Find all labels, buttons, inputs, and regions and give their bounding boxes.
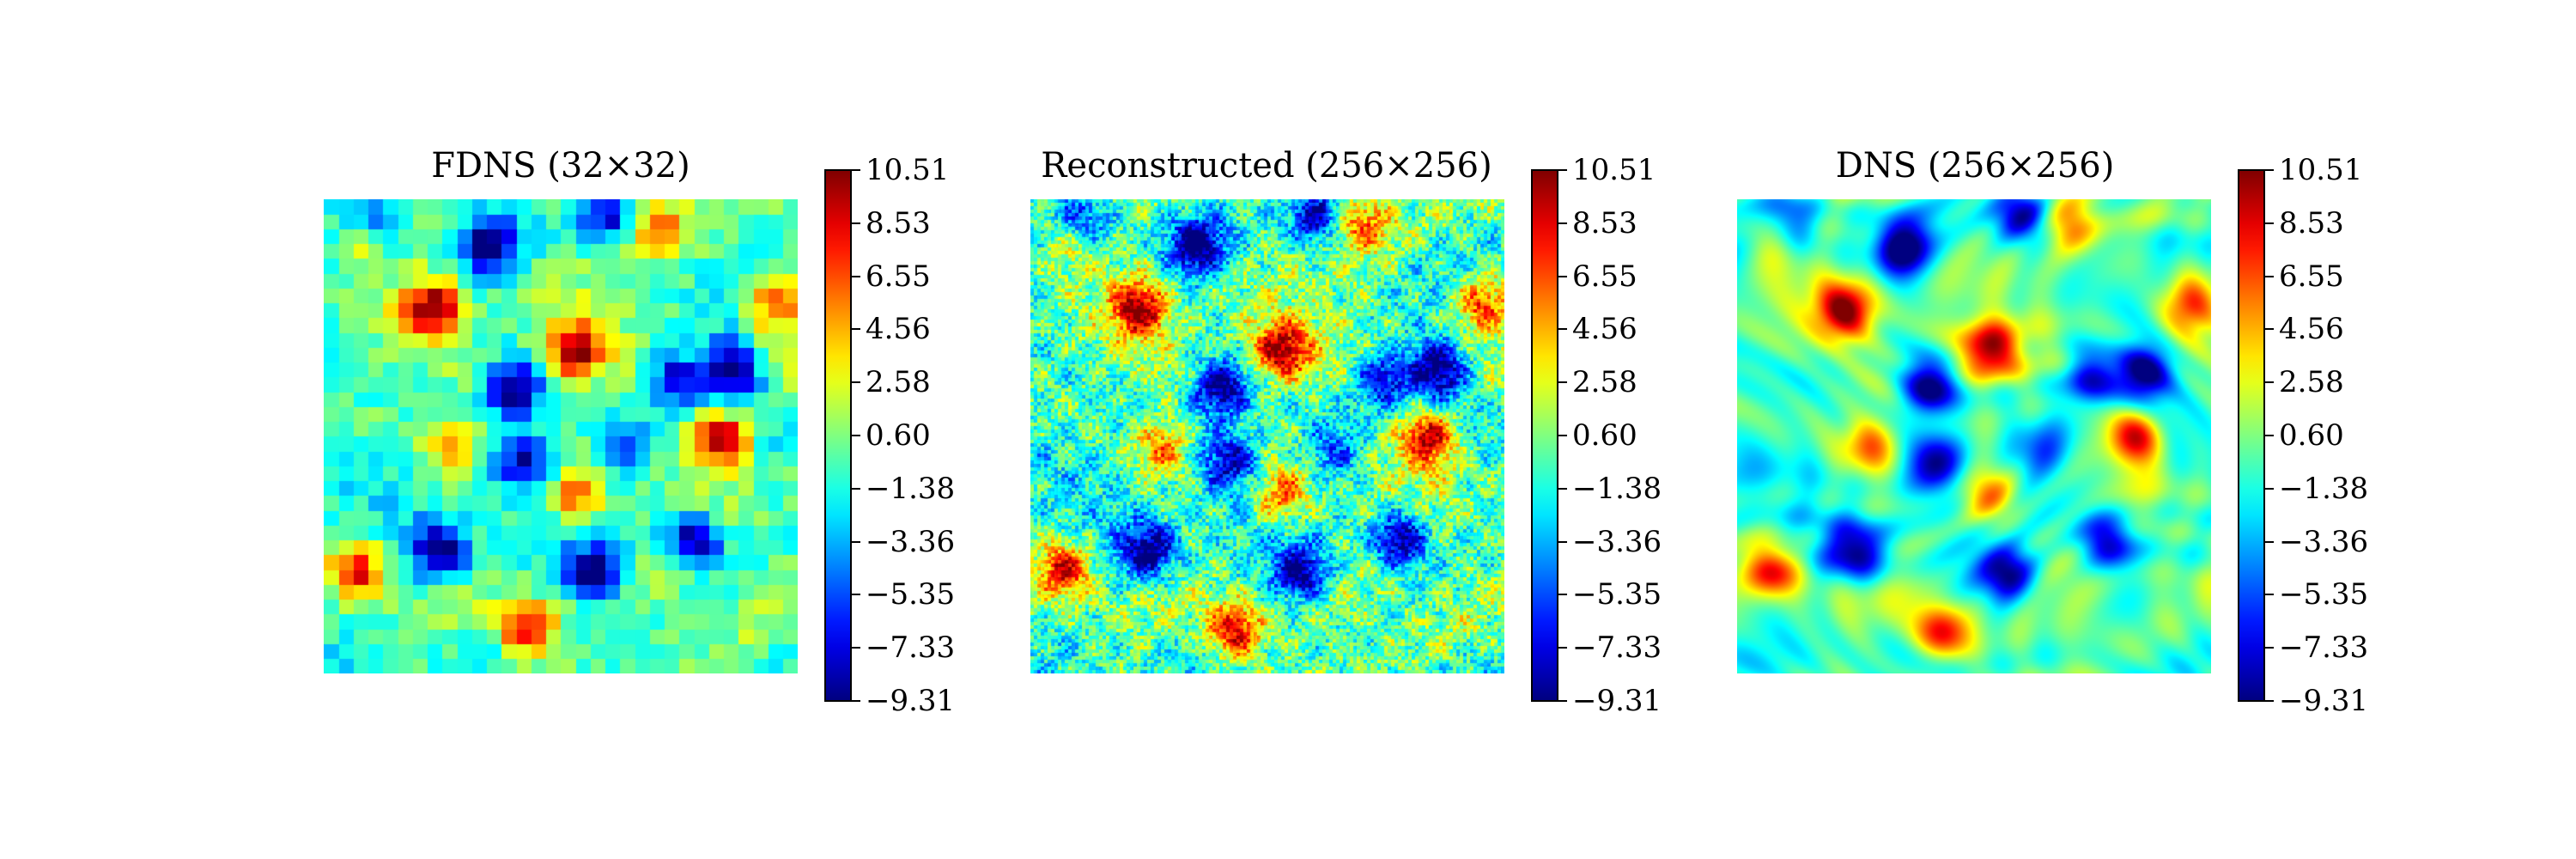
colorbar-tick xyxy=(852,540,860,543)
colorbar-tick xyxy=(1558,328,1567,331)
panel-title-fdns: FDNS (32×32) xyxy=(431,146,690,186)
heatmap-fdns xyxy=(324,199,798,673)
colorbar-tick-label: 2.58 xyxy=(866,365,931,400)
colorbar-tick-label: 10.51 xyxy=(2279,153,2363,187)
colorbar-tick-label: 6.55 xyxy=(866,259,931,294)
colorbar-tick-label: 2.58 xyxy=(1572,365,1637,400)
colorbar-tick xyxy=(2265,540,2274,543)
colorbar-tick xyxy=(1558,435,1567,436)
colorbar-tick xyxy=(852,328,860,331)
colorbar-tick-label: −3.36 xyxy=(1572,524,1662,559)
colorbar-tick xyxy=(852,169,860,171)
colorbar-tick-label: −9.31 xyxy=(2279,684,2369,718)
colorbar-tick xyxy=(2265,647,2274,649)
colorbar-tick xyxy=(1558,594,1567,596)
colorbar-tick-label: −7.33 xyxy=(2279,631,2369,666)
colorbar-tick-label: −7.33 xyxy=(866,631,956,666)
colorbar-tick xyxy=(1558,487,1567,490)
colorbar-tick-label: −1.38 xyxy=(866,471,956,506)
colorbar-tick xyxy=(2265,381,2274,384)
colorbar-tick-label: 8.53 xyxy=(2279,205,2344,241)
colorbar-tick-label: −3.36 xyxy=(866,524,956,559)
colorbar-tick-label: 2.58 xyxy=(2279,365,2344,400)
colorbar-tick-label: −5.35 xyxy=(1572,577,1662,612)
heatmap-dns xyxy=(1737,199,2211,673)
colorbar-tick xyxy=(852,594,860,596)
colorbar-tick xyxy=(852,647,860,649)
colorbar-tick xyxy=(852,275,860,277)
colorbar-tick xyxy=(852,435,860,436)
colorbar-tick xyxy=(2265,328,2274,331)
colorbar-tick xyxy=(2265,487,2274,490)
colorbar-tick-label: −1.38 xyxy=(1572,471,1662,506)
colorbar-tick-label: 8.53 xyxy=(1572,205,1637,241)
colorbar-tick xyxy=(2265,435,2274,436)
colorbar-tick-label: 0.60 xyxy=(2279,418,2344,453)
colorbar-tick-label: 6.55 xyxy=(2279,259,2344,294)
colorbar-tick xyxy=(2265,594,2274,596)
colorbar-tick-label: 0.60 xyxy=(866,418,931,453)
panel-title-dns: DNS (256×256) xyxy=(1835,146,2115,186)
colorbar-tick xyxy=(1558,222,1567,224)
colorbar-tick xyxy=(2265,275,2274,277)
panel-title-reconstructed: Reconstructed (256×256) xyxy=(1041,146,1492,186)
colorbar-tick-label: 10.51 xyxy=(866,153,950,187)
colorbar-tick-label: −1.38 xyxy=(2279,471,2369,506)
colorbar-tick-label: 4.56 xyxy=(866,312,931,347)
colorbar-tick xyxy=(2265,222,2274,224)
colorbar-tick xyxy=(1558,700,1567,702)
colorbar-tick-label: −5.35 xyxy=(866,577,956,612)
colorbar-tick xyxy=(1558,381,1567,384)
colorbar-tick-label: 10.51 xyxy=(1572,153,1656,187)
colorbar-tick xyxy=(852,700,860,702)
colorbar-tick-label: 0.60 xyxy=(1572,418,1637,453)
colorbar-dns xyxy=(2238,169,2265,702)
colorbar-tick-label: −9.31 xyxy=(1572,684,1662,718)
colorbar-tick xyxy=(2265,700,2274,702)
colorbar-tick-label: 4.56 xyxy=(2279,312,2344,347)
colorbar-tick xyxy=(1558,647,1567,649)
colorbar-tick xyxy=(1558,540,1567,543)
colorbar-tick-label: 8.53 xyxy=(866,205,931,241)
colorbar-tick xyxy=(1558,275,1567,277)
colorbar-fdns xyxy=(824,169,852,702)
colorbar-tick xyxy=(852,381,860,384)
colorbar-tick-label: 4.56 xyxy=(1572,312,1637,347)
colorbar-reconstructed xyxy=(1531,169,1558,702)
colorbar-tick-label: −7.33 xyxy=(1572,631,1662,666)
colorbar-tick xyxy=(2265,169,2274,171)
colorbar-tick-label: −3.36 xyxy=(2279,524,2369,559)
colorbar-tick-label: 6.55 xyxy=(1572,259,1637,294)
colorbar-tick xyxy=(852,487,860,490)
colorbar-tick xyxy=(852,222,860,224)
colorbar-tick xyxy=(1558,169,1567,171)
colorbar-tick-label: −9.31 xyxy=(866,684,956,718)
colorbar-tick-label: −5.35 xyxy=(2279,577,2369,612)
heatmap-reconstructed xyxy=(1030,199,1504,673)
